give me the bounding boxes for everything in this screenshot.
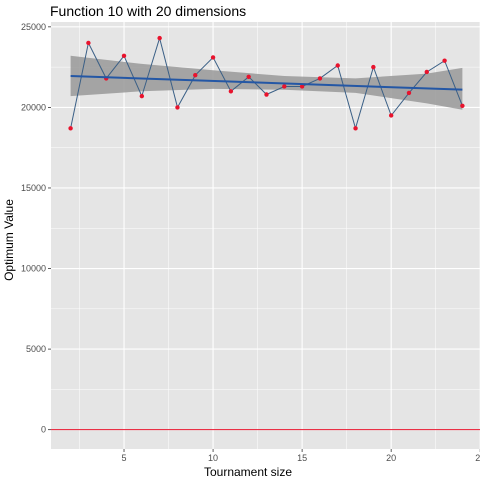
x-tick-label: 5 (122, 453, 127, 463)
data-point (353, 126, 358, 131)
data-point (371, 64, 376, 70)
data-point (86, 40, 91, 46)
data-point (282, 84, 287, 89)
chart-title: Function 10 with 20 dimensions (50, 3, 246, 19)
points-layer (68, 35, 465, 131)
y-tick-label: 0 (41, 425, 46, 435)
data-point (246, 74, 251, 79)
data-point (424, 69, 429, 75)
data-point (317, 76, 323, 81)
trend-line-layer (70, 74, 463, 91)
data-point (460, 103, 465, 108)
minor-gridlines (51, 22, 480, 449)
data-point (335, 63, 340, 68)
data-point (228, 89, 234, 94)
x-axis: 5 10 15 20 25 (122, 449, 480, 463)
data-point (193, 72, 198, 78)
data-point (388, 113, 394, 118)
y-tick-label: 10000 (21, 264, 46, 274)
y-axis-title: Optimum Value (2, 199, 16, 281)
y-axis: 0 5000 10000 15000 20000 25000 (21, 22, 51, 435)
y-tick-label: 25000 (21, 22, 46, 32)
data-point (157, 35, 162, 41)
y-tick-label: 20000 (21, 102, 46, 112)
y-tick-label: 15000 (21, 183, 46, 193)
x-axis-title: Tournament size (204, 465, 292, 479)
data-point (442, 58, 447, 63)
data-point (264, 92, 269, 97)
x-tick-label: 10 (208, 453, 218, 463)
x-tick-label: 15 (297, 453, 307, 463)
data-point (139, 93, 145, 99)
data-point (210, 55, 216, 60)
data-point (299, 84, 305, 89)
trend-line (70, 74, 463, 91)
data-point (121, 53, 127, 59)
data-point (68, 126, 73, 131)
data-point (175, 105, 180, 110)
x-tick-label: 25 (475, 453, 480, 463)
y-tick-label: 5000 (26, 344, 46, 354)
x-tick-label: 20 (386, 453, 396, 463)
data-point (406, 90, 412, 96)
